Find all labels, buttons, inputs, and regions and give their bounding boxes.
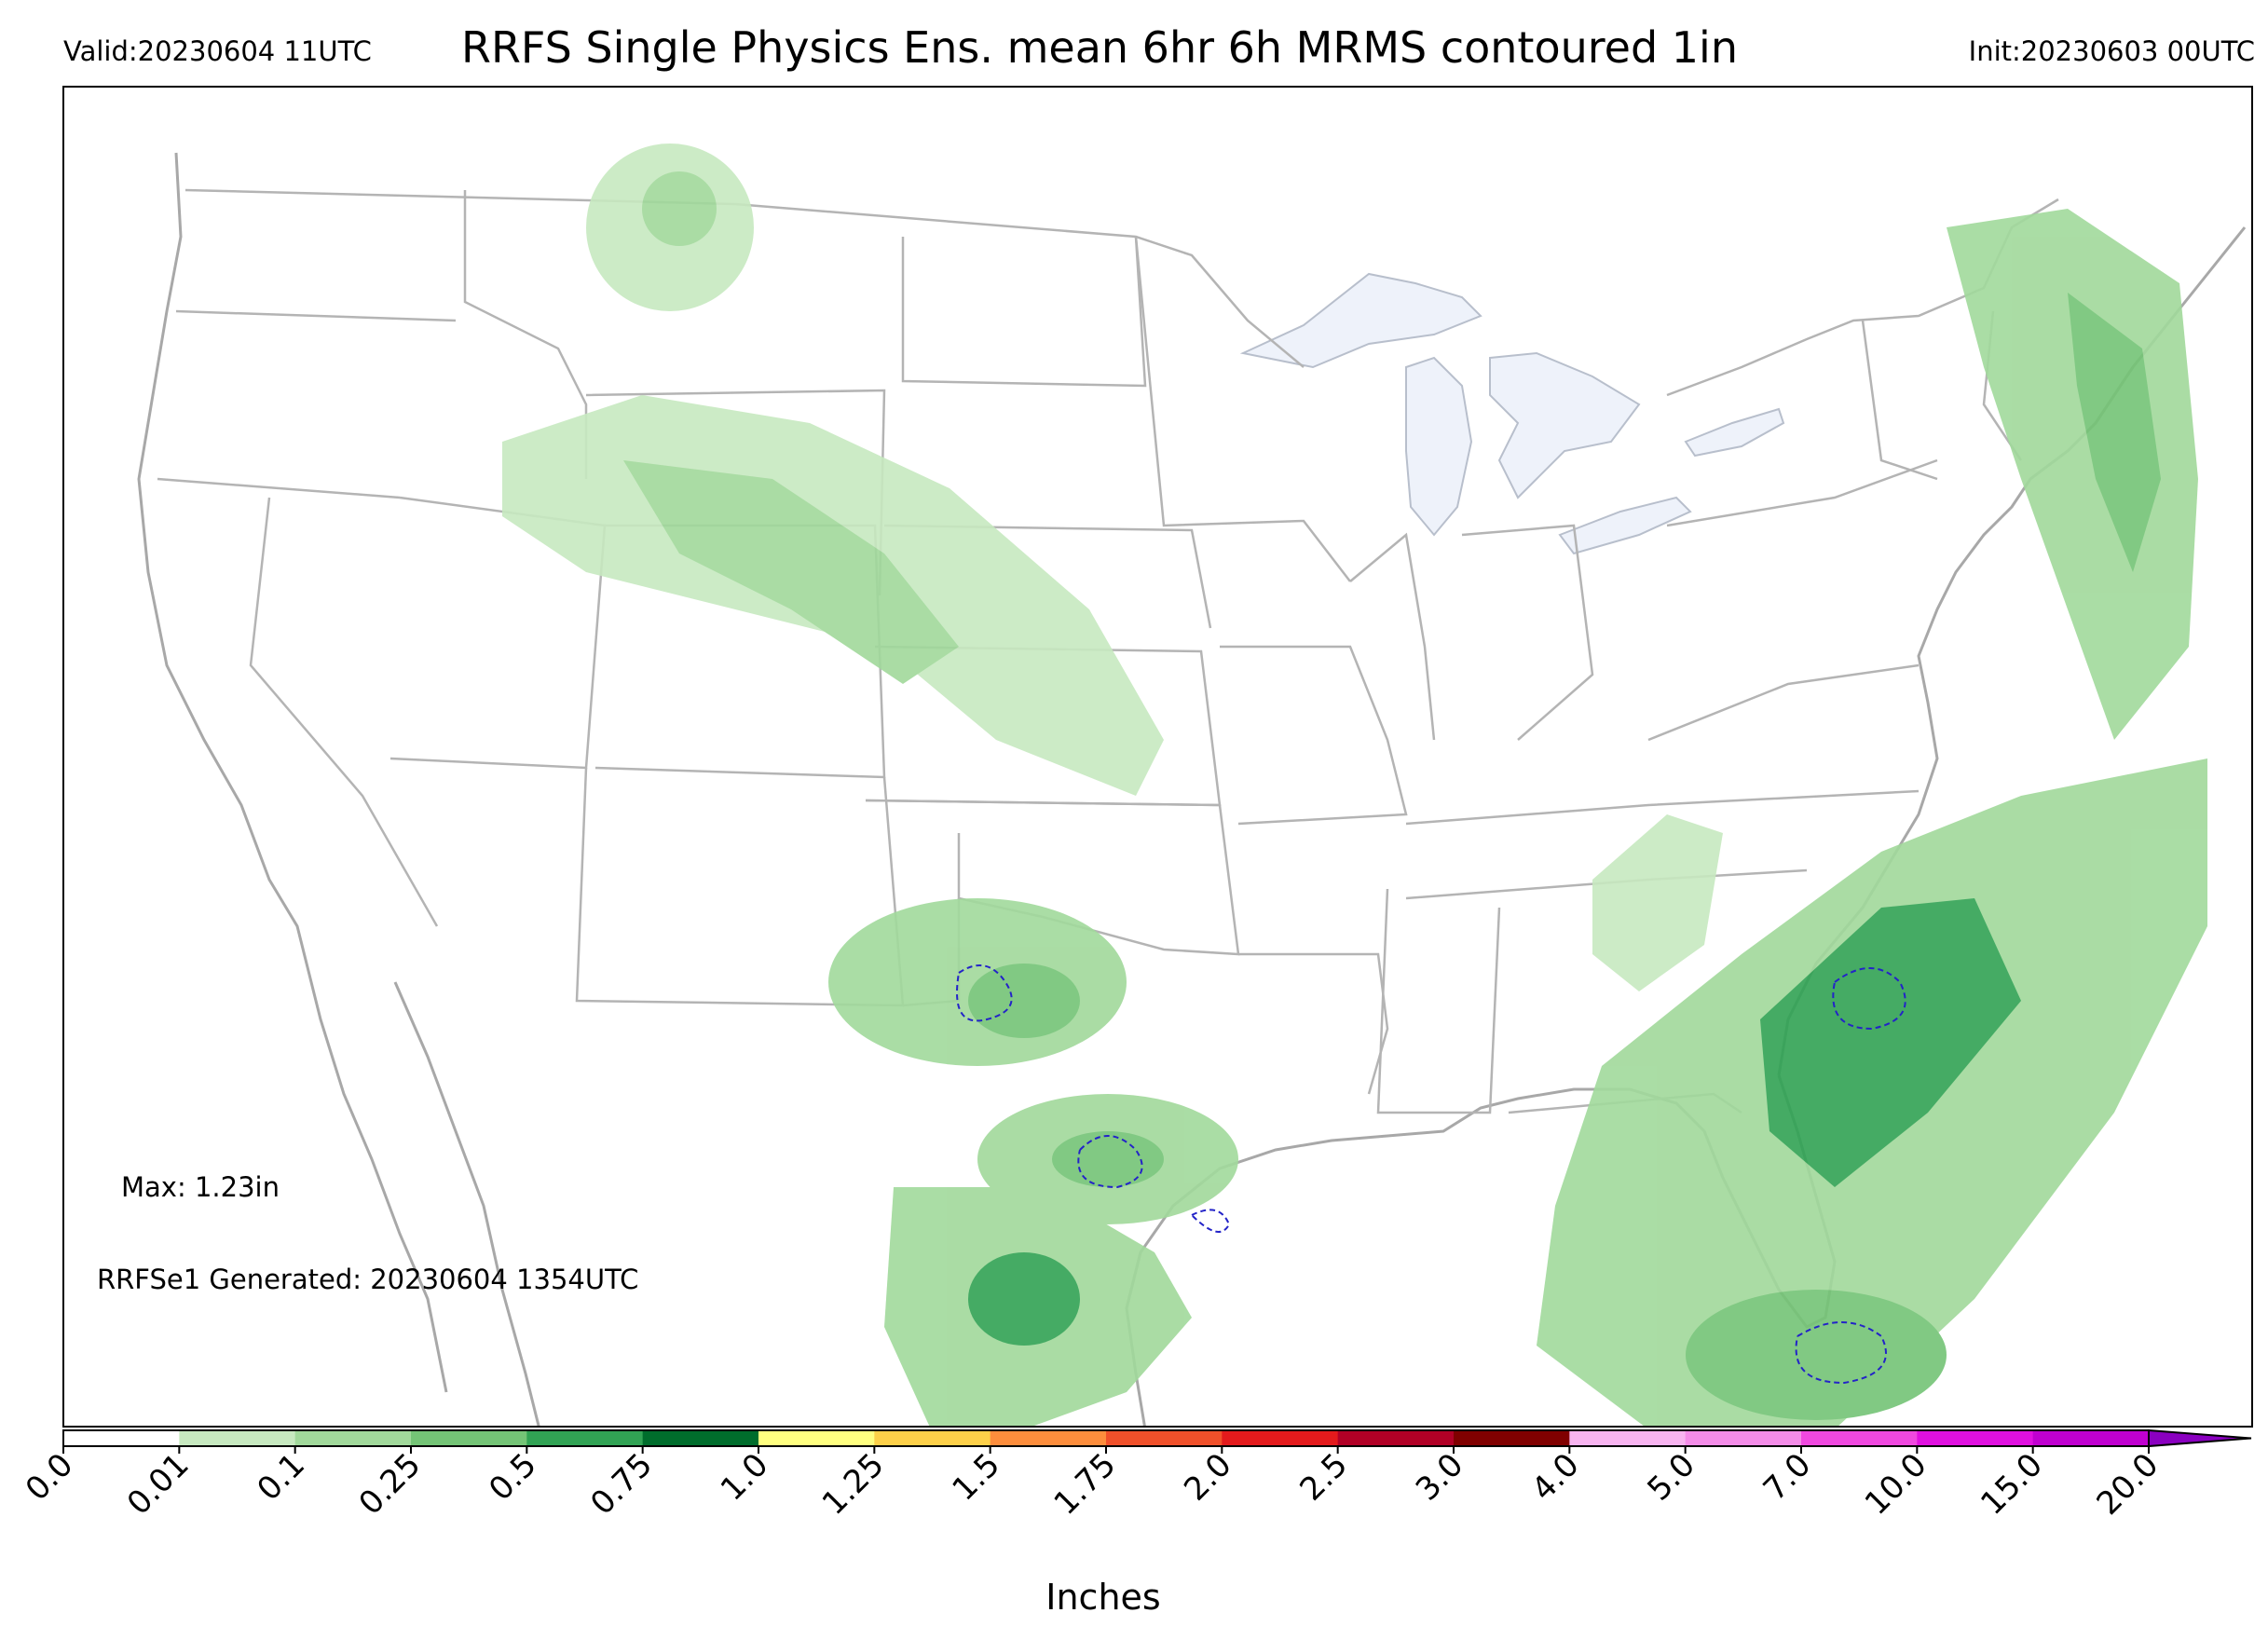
colorbar-tick-label: 0.75 — [583, 1446, 660, 1523]
colorbar-tick-label: 0.5 — [482, 1446, 544, 1509]
init-time: Init:20230603 00UTC — [1968, 35, 2255, 67]
colorbar-tick-label: 20.0 — [2090, 1446, 2166, 1523]
border-ms-al — [1376, 888, 1501, 1114]
precip-rockies-band-inner — [623, 460, 959, 684]
colorbar-tick-label: 0.0 — [19, 1446, 81, 1509]
colorbar-tick-label: 3.0 — [1409, 1446, 1471, 1509]
colorbar-tick-label: 10.0 — [1858, 1446, 1934, 1523]
colorbar-tick-label: 2.0 — [1177, 1446, 1239, 1509]
colorbar-segment — [179, 1430, 296, 1446]
colorbar-tick-label: 2.5 — [1293, 1446, 1356, 1509]
colorbar: 0.0 0.01 0.1 0.25 0.5 0.75 1.0 1.25 1.5 1.75 2.0 2.… — [19, 1428, 2252, 1523]
precip-new-england — [1947, 209, 2198, 740]
border-va-nc — [1647, 663, 1920, 742]
colorbar-tick-label: 0.1 — [251, 1446, 313, 1509]
colorbar-segment — [1801, 1430, 1918, 1446]
colorbar-extend-arrow — [2148, 1428, 2252, 1448]
lake-huron — [1489, 351, 1641, 499]
border-oh — [1461, 524, 1594, 741]
chart-title: RRFS Single Physics Ens. mean 6hr 6h MRM… — [461, 22, 1738, 73]
colorbar-segment — [1222, 1430, 1339, 1446]
generated-label: RRFSe1 Generated: 20230604 1354UTC — [97, 1264, 639, 1295]
great-lakes — [1239, 272, 1785, 555]
colorbar-segment — [1569, 1430, 1687, 1446]
max-label: Max: 1.23in — [121, 1171, 280, 1203]
colorbar-segment — [758, 1430, 875, 1446]
border-ar-la — [1238, 952, 1389, 1095]
precip-carolinas — [1592, 814, 1723, 991]
colorbar-segment — [2032, 1430, 2150, 1446]
contour-gulf — [1191, 1209, 1231, 1233]
colorbar-tick-label: 4.0 — [1524, 1446, 1587, 1509]
colorbar-tick-label: 15.0 — [1974, 1446, 2050, 1523]
lake-superior — [1239, 272, 1482, 369]
colorbar-segment — [990, 1430, 1107, 1446]
colorbar-segment — [642, 1430, 759, 1446]
colorbar-segment — [1917, 1430, 2034, 1446]
border-az-nm — [575, 767, 905, 1007]
border-mn-ia — [1134, 236, 1351, 582]
precip-southeast-inner — [1760, 898, 2021, 1187]
colorbar-segment — [874, 1430, 991, 1446]
border-or-ca — [157, 477, 401, 499]
precip-florida — [1686, 1290, 1947, 1420]
precip-texas-north-inner — [1052, 1131, 1164, 1187]
border-wa-or — [175, 309, 457, 322]
border-ny-vt — [1861, 320, 1938, 481]
colorbar-tick-label: 7.0 — [1756, 1446, 1819, 1509]
precip-field — [502, 144, 2207, 1426]
colorbar-segment — [411, 1430, 527, 1446]
colorbar-segment — [1454, 1430, 1570, 1446]
precip-oklahoma-inner — [968, 964, 1080, 1038]
baja-gulf — [393, 981, 540, 1426]
colorbar-segment — [63, 1430, 180, 1446]
lake-ontario — [1684, 407, 1785, 458]
west-coast — [137, 152, 448, 1393]
precip-montana-inner — [642, 171, 717, 246]
colorbar-tick-label: 1.0 — [714, 1446, 776, 1509]
map-panel — [62, 86, 2253, 1428]
border-nd-sd — [901, 236, 1147, 388]
lake-michigan — [1405, 356, 1473, 537]
contour-texas — [1077, 1135, 1143, 1189]
border-il-in — [1349, 532, 1436, 741]
colorbar-segment — [1106, 1430, 1223, 1446]
colorbar-tick-label: 1.75 — [1047, 1446, 1124, 1523]
map-svg — [137, 144, 2247, 1426]
colorbar-tick-label: 1.25 — [815, 1446, 892, 1523]
border-mo — [1220, 645, 1408, 826]
colorbar-tick-label: 5.0 — [1641, 1446, 1703, 1509]
lake-erie — [1558, 496, 1692, 555]
colorbar-tick-label: 0.25 — [352, 1446, 429, 1523]
colorbar-segment — [1337, 1430, 1455, 1446]
precip-south-texas-inner — [968, 1252, 1080, 1346]
colorbar-segment — [526, 1430, 644, 1446]
valid-time: Valid:20230604 11UTC — [63, 35, 372, 67]
colorbar-tick-label: 1.5 — [946, 1446, 1008, 1509]
colorbar-segment — [294, 1430, 412, 1446]
colorbar-segment — [1685, 1430, 1802, 1446]
precip-new-england-inner — [2068, 293, 2161, 572]
contour-oklahoma — [956, 964, 1013, 1022]
colorbar-title: Inches — [1045, 1577, 1161, 1618]
colorbar-tick-label: 0.01 — [120, 1446, 197, 1523]
border-ca-nv — [249, 497, 439, 927]
mrms-contours — [956, 964, 1906, 1385]
border-ky-tn — [1405, 789, 1920, 826]
contour-southeast — [1832, 967, 1906, 1031]
border-pa-ny — [1666, 458, 1938, 527]
